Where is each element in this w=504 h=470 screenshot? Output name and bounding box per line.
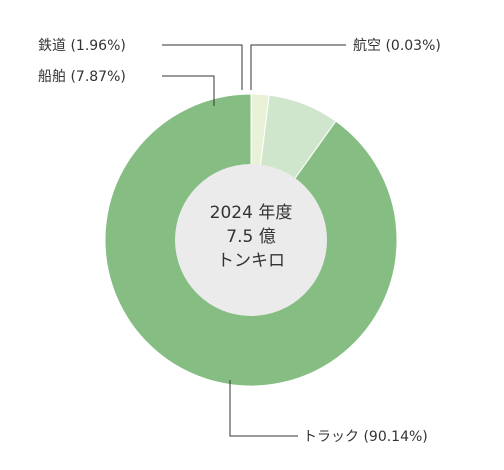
leader-line-truck xyxy=(229,380,298,437)
leader-line-rail xyxy=(162,44,243,90)
center-text-year: 2024 年度 xyxy=(210,203,293,223)
center-text-amount: 7.5 億 xyxy=(226,227,275,247)
donut-center-circle xyxy=(175,164,327,316)
center-text-group: 2024 年度 7.5 億 トンキロ xyxy=(210,203,293,271)
slice-label-rail: 鉄道 (1.96%) xyxy=(38,38,126,54)
slice-label-ship: 船舶 (7.87%) xyxy=(38,69,126,85)
slice-label-air: 航空 (0.03%) xyxy=(353,38,441,54)
leader-lines xyxy=(162,44,346,437)
slice-labels: 鉄道 (1.96%) 船舶 (7.87%) 航空 (0.03%) トラック (9… xyxy=(38,38,441,445)
slice-label-truck: トラック (90.14%) xyxy=(303,429,428,445)
center-text-unit: トンキロ xyxy=(217,251,285,271)
leader-line-air xyxy=(250,44,346,90)
leader-line-ship xyxy=(162,75,215,106)
